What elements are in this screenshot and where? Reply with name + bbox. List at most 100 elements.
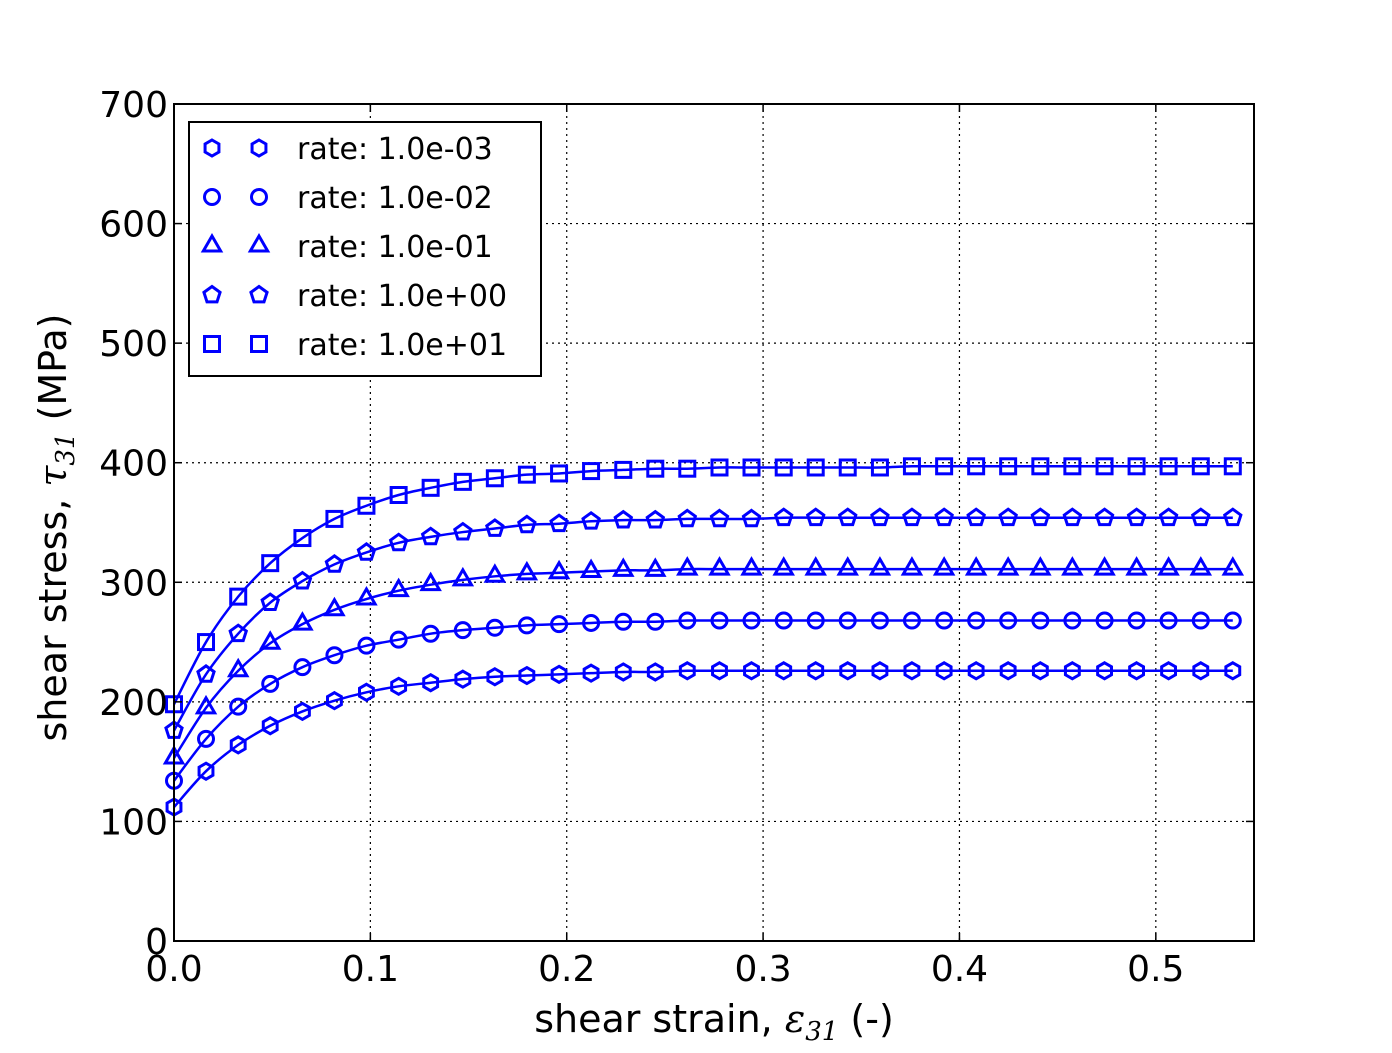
data-point [1031, 611, 1050, 630]
data-point [323, 596, 346, 617]
legend-label: rate: 1.0e-03 [297, 132, 493, 167]
data-point [836, 556, 859, 576]
plot-area-frame [173, 103, 1255, 942]
data-point [677, 508, 698, 528]
data-point [197, 633, 216, 652]
data-point [229, 735, 247, 755]
data-point [517, 616, 536, 635]
data-point [387, 577, 410, 598]
data-point [710, 611, 729, 630]
data-point [902, 457, 921, 476]
data-point [419, 571, 442, 592]
data-point [1063, 661, 1081, 681]
y-tick-label: 700 [99, 85, 168, 126]
data-point [485, 518, 505, 537]
data-point [871, 661, 889, 681]
data-point [420, 526, 441, 546]
data-point [260, 592, 281, 611]
legend-label: rate: 1.0e+00 [297, 279, 507, 314]
data-point [1159, 457, 1178, 476]
data-point [646, 662, 664, 682]
data-point [258, 630, 282, 650]
axis-labels: shear strain, ε31 (-) shear stress, τ31 (… [31, 313, 894, 1047]
data-point [1191, 611, 1210, 630]
legend-marker [202, 284, 222, 304]
data-point [774, 611, 793, 630]
data-point [646, 459, 665, 478]
data-point [967, 661, 985, 681]
data-point [292, 570, 313, 590]
data-point [293, 701, 311, 722]
data-point [932, 556, 956, 576]
data-point [900, 556, 924, 576]
legend-entry: rate: 1.0e-01 [200, 230, 493, 265]
data-point [358, 682, 375, 703]
data-point [614, 662, 632, 682]
data-point [806, 458, 825, 477]
x-tick-label: 0.5 [1127, 949, 1184, 990]
data-point [967, 457, 986, 476]
data-point [1159, 611, 1178, 630]
data-point [1094, 507, 1115, 527]
data-point [644, 557, 667, 577]
data-point [357, 496, 376, 515]
data-point [486, 667, 504, 687]
data-point [775, 661, 793, 681]
data-point [646, 612, 665, 631]
data-point [1031, 661, 1049, 681]
data-point [261, 716, 279, 736]
data-point [357, 636, 376, 655]
data-point [422, 672, 440, 693]
data-point [838, 458, 857, 477]
legend: rate: 1.0e-03 rate: 1.0e-02 rate: 1.0e-01 r… [188, 121, 542, 377]
legend-marker [247, 232, 271, 253]
y-tick-label: 200 [99, 683, 168, 724]
y-tick-label: 400 [99, 444, 168, 485]
legend-marker [200, 232, 224, 253]
data-point [550, 464, 569, 483]
data-point [839, 661, 857, 681]
data-point [517, 514, 537, 534]
data-point [515, 560, 539, 581]
data-point [868, 556, 892, 576]
data-point [549, 513, 569, 533]
data-point [676, 556, 699, 576]
x-tick-label: 0.3 [734, 949, 791, 990]
y-tick-label: 500 [99, 324, 168, 365]
data-point [902, 507, 922, 527]
legend-marker [203, 188, 221, 206]
data-point [453, 472, 472, 491]
series-line [173, 669, 1233, 808]
series-square [165, 457, 1242, 714]
data-point [1061, 556, 1084, 576]
y-tick-label: 300 [99, 563, 168, 604]
legend-label: rate: 1.0e-01 [297, 230, 493, 265]
data-point [454, 669, 472, 689]
data-point [1093, 556, 1116, 576]
data-point [1063, 611, 1082, 630]
data-point [709, 508, 730, 528]
legend-label: rate: 1.0e-02 [297, 181, 493, 216]
data-point [870, 458, 889, 477]
data-point [1223, 611, 1242, 630]
data-point [743, 661, 760, 681]
data-point [678, 611, 697, 630]
x-tick-label: 0.0 [145, 949, 202, 990]
data-point [999, 457, 1018, 476]
data-point [996, 556, 1020, 576]
data-point [645, 509, 666, 529]
data-point [421, 624, 440, 643]
data-point [1222, 507, 1243, 527]
data-point [197, 761, 215, 781]
data-point [356, 542, 377, 561]
data-point [421, 478, 440, 497]
data-point [1191, 457, 1210, 476]
legend-entry: rate: 1.0e-02 [203, 181, 493, 216]
data-point [935, 457, 954, 476]
data-point [804, 556, 827, 576]
legend-marker [203, 335, 221, 353]
data-point [293, 658, 312, 677]
data-point [261, 554, 280, 573]
